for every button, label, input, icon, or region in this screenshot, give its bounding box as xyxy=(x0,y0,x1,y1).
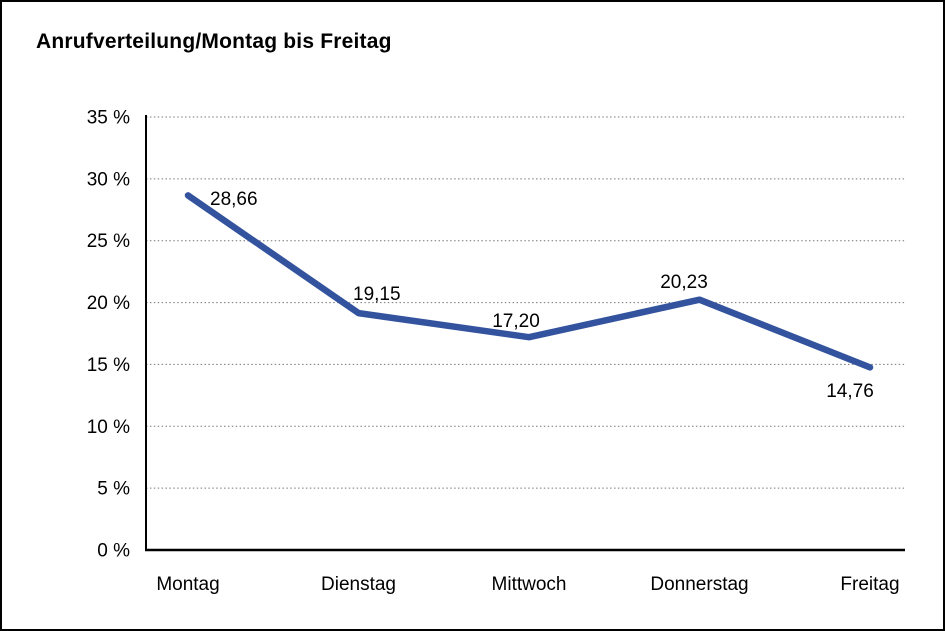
y-tick-label: 5 % xyxy=(97,479,130,500)
y-tick-label: 25 % xyxy=(87,231,130,252)
data-point-label: 19,15 xyxy=(353,284,401,305)
x-tick-label: Montag xyxy=(156,574,219,595)
data-line xyxy=(184,192,874,371)
y-tick-label: 20 % xyxy=(87,293,130,314)
y-tick-label: 10 % xyxy=(87,417,130,438)
y-tick-label: 0 % xyxy=(97,541,130,562)
data-point-label: 28,66 xyxy=(210,189,258,210)
x-tick-label: Freitag xyxy=(840,574,899,595)
x-tick-label: Donnerstag xyxy=(650,574,748,595)
data-point-label: 17,20 xyxy=(492,311,540,332)
y-tick-label: 35 % xyxy=(87,108,130,129)
chart-title: Anrufverteilung/Montag bis Freitag xyxy=(36,30,392,53)
data-point-label: 20,23 xyxy=(660,272,708,293)
x-tick-label: Mittwoch xyxy=(492,574,567,595)
data-point-label: 14,76 xyxy=(826,381,874,402)
y-tick-label: 15 % xyxy=(87,355,130,376)
x-tick-label: Dienstag xyxy=(321,574,396,595)
y-tick-label: 30 % xyxy=(87,169,130,190)
